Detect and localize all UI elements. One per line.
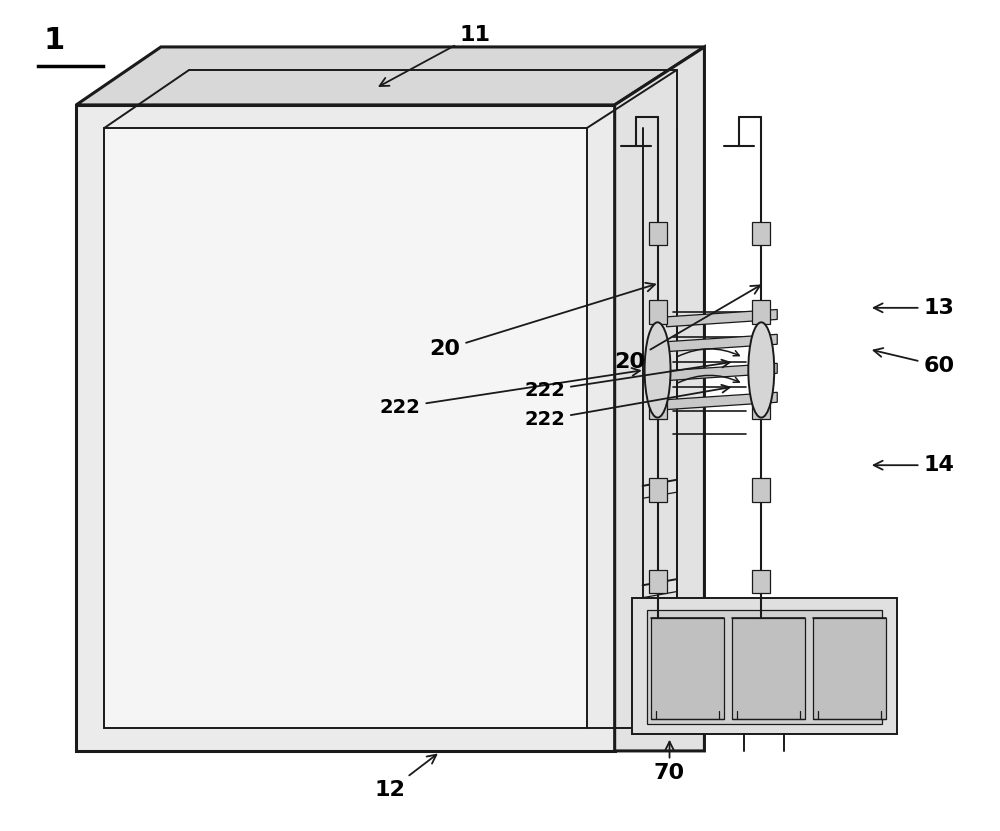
Bar	[649, 479, 667, 502]
Text: 12: 12	[375, 755, 436, 800]
Text: 14: 14	[874, 455, 954, 475]
Bar	[649, 396, 667, 419]
Polygon shape	[76, 105, 615, 751]
Text: 222: 222	[380, 368, 640, 416]
Bar	[752, 569, 770, 593]
Polygon shape	[632, 597, 897, 735]
Bar	[649, 300, 667, 323]
Bar	[752, 479, 770, 502]
Text: 222: 222	[524, 360, 730, 401]
Polygon shape	[732, 618, 805, 720]
Bar	[649, 569, 667, 593]
Bar	[752, 222, 770, 245]
Text: 70: 70	[654, 741, 685, 784]
Bar	[649, 222, 667, 245]
Polygon shape	[667, 334, 777, 352]
Text: 13: 13	[874, 297, 954, 317]
Polygon shape	[667, 392, 777, 410]
Text: 20: 20	[614, 285, 760, 371]
Polygon shape	[667, 363, 777, 381]
Text: 1: 1	[43, 27, 65, 55]
Polygon shape	[813, 618, 886, 720]
Text: 222: 222	[524, 385, 730, 429]
Polygon shape	[667, 309, 777, 327]
Text: 60: 60	[874, 348, 954, 376]
Bar	[752, 396, 770, 419]
Polygon shape	[615, 47, 704, 751]
Ellipse shape	[645, 322, 671, 417]
Polygon shape	[104, 128, 587, 728]
Polygon shape	[76, 47, 704, 105]
Ellipse shape	[748, 322, 774, 417]
Polygon shape	[647, 610, 882, 724]
Text: 11: 11	[380, 25, 491, 86]
Polygon shape	[651, 618, 724, 720]
Text: 20: 20	[430, 283, 655, 359]
Bar	[752, 300, 770, 323]
